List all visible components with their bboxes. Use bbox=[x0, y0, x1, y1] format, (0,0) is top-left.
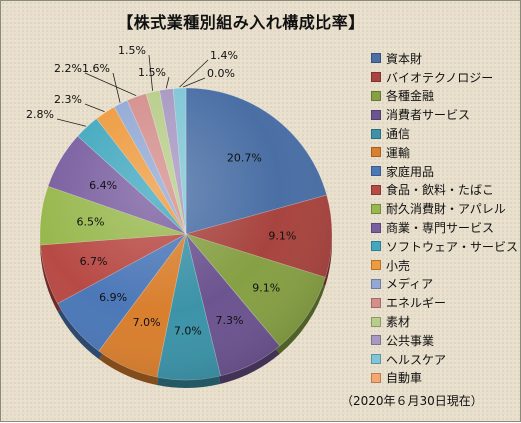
data-label: 9.1% bbox=[252, 281, 280, 294]
pie-shine-overlay bbox=[40, 88, 332, 380]
legend-item: 耐久消費財・アパレル bbox=[371, 199, 518, 218]
data-label: 1.4% bbox=[210, 49, 238, 62]
data-label: 20.7% bbox=[227, 151, 262, 164]
legend-label: 公共事業 bbox=[386, 333, 435, 348]
data-label: 2.8% bbox=[26, 108, 54, 121]
data-label: 6.4% bbox=[89, 179, 117, 192]
data-label: 6.7% bbox=[80, 255, 108, 268]
leader-line bbox=[179, 59, 209, 88]
legend-label: ソフトウェア・サービス bbox=[386, 239, 519, 254]
data-label: 2.3% bbox=[54, 93, 82, 106]
chart-title: 【株式業種別組み入れ構成比率】 bbox=[117, 13, 365, 32]
legend-label: 運輸 bbox=[386, 145, 411, 160]
leader-line bbox=[112, 72, 121, 103]
legend: 資本財バイオテクノロジー 各種金融消費者サービス 通信運輸家庭用品食品・飲料・たばこ… bbox=[371, 49, 518, 387]
legend-item: 食品・飲料・たばこ bbox=[371, 181, 518, 200]
legend-swatch bbox=[371, 166, 381, 177]
data-label: 1.5% bbox=[138, 66, 166, 79]
data-label: 1.6% bbox=[82, 62, 110, 75]
leader-line bbox=[182, 77, 206, 88]
legend-swatch bbox=[371, 184, 381, 195]
legend-item: 各種金融 bbox=[371, 87, 518, 106]
legend-item: 商業・専門サービス bbox=[371, 218, 518, 237]
legend-item: 消費者サービス bbox=[371, 105, 518, 124]
legend-item: 自動車 bbox=[371, 369, 518, 388]
data-label: 6.9% bbox=[99, 291, 127, 304]
legend-swatch bbox=[371, 53, 381, 64]
legend-item: ヘルスケア bbox=[371, 350, 518, 369]
legend-label: 通信 bbox=[386, 127, 411, 142]
chart-footnote: （2020年６月30日現在） bbox=[341, 394, 483, 408]
data-label: 0.0% bbox=[207, 67, 235, 80]
leader-line bbox=[56, 118, 87, 127]
data-label: 7.0% bbox=[133, 316, 161, 329]
leader-line bbox=[165, 76, 170, 89]
legend-label: 家庭用品 bbox=[386, 164, 435, 179]
legend-item: メディア bbox=[371, 275, 518, 294]
legend-label: ヘルスケア bbox=[386, 352, 447, 367]
legend-label: 各種金融 bbox=[386, 89, 435, 104]
legend-item: 運輸 bbox=[371, 143, 518, 162]
legend-swatch bbox=[371, 372, 381, 383]
legend-item: 小売 bbox=[371, 256, 518, 275]
legend-label: エネルギー bbox=[386, 296, 447, 311]
legend-swatch bbox=[371, 335, 381, 346]
legend-swatch bbox=[371, 354, 381, 365]
legend-item: 資本財 bbox=[371, 49, 518, 68]
legend-item: バイオテクノロジー bbox=[371, 68, 518, 87]
legend-item: 素材 bbox=[371, 312, 518, 331]
data-label: 7.0% bbox=[174, 324, 202, 337]
legend-label: メディア bbox=[386, 277, 434, 292]
legend-label: 商業・専門サービス bbox=[386, 221, 495, 236]
legend-label: 自動車 bbox=[386, 371, 423, 386]
legend-label: 耐久消費財・アパレル bbox=[386, 202, 506, 217]
legend-label: 小売 bbox=[386, 258, 411, 273]
legend-label: 食品・飲料・たばこ bbox=[386, 183, 495, 198]
data-label: 9.1% bbox=[268, 230, 296, 243]
leader-line bbox=[84, 72, 137, 97]
legend-item: 通信 bbox=[371, 124, 518, 143]
legend-label: バイオテクノロジー bbox=[386, 70, 494, 85]
legend-swatch bbox=[371, 72, 381, 83]
legend-swatch bbox=[371, 109, 381, 120]
legend-swatch bbox=[371, 278, 381, 289]
data-label: 2.2% bbox=[54, 62, 82, 75]
legend-label: 消費者サービス bbox=[386, 108, 471, 123]
data-label: 1.5% bbox=[118, 44, 146, 57]
data-label: 6.5% bbox=[76, 216, 104, 229]
legend-swatch bbox=[371, 241, 381, 252]
data-label: 7.3% bbox=[216, 314, 244, 327]
legend-swatch bbox=[371, 316, 381, 327]
legend-swatch bbox=[371, 128, 381, 139]
legend-item: エネルギー bbox=[371, 293, 518, 312]
leader-line bbox=[84, 103, 105, 113]
legend-item: 公共事業 bbox=[371, 331, 518, 350]
legend-swatch bbox=[371, 147, 381, 158]
legend-swatch bbox=[371, 260, 381, 271]
legend-swatch bbox=[371, 297, 381, 308]
legend-swatch bbox=[371, 203, 381, 214]
legend-item: ソフトウェア・サービス bbox=[371, 237, 518, 256]
legend-swatch bbox=[371, 90, 381, 101]
legend-label: 資本財 bbox=[386, 51, 423, 66]
legend-item: 家庭用品 bbox=[371, 162, 518, 181]
legend-label: 素材 bbox=[386, 315, 411, 330]
legend-swatch bbox=[371, 222, 381, 233]
leader-line bbox=[148, 54, 153, 91]
